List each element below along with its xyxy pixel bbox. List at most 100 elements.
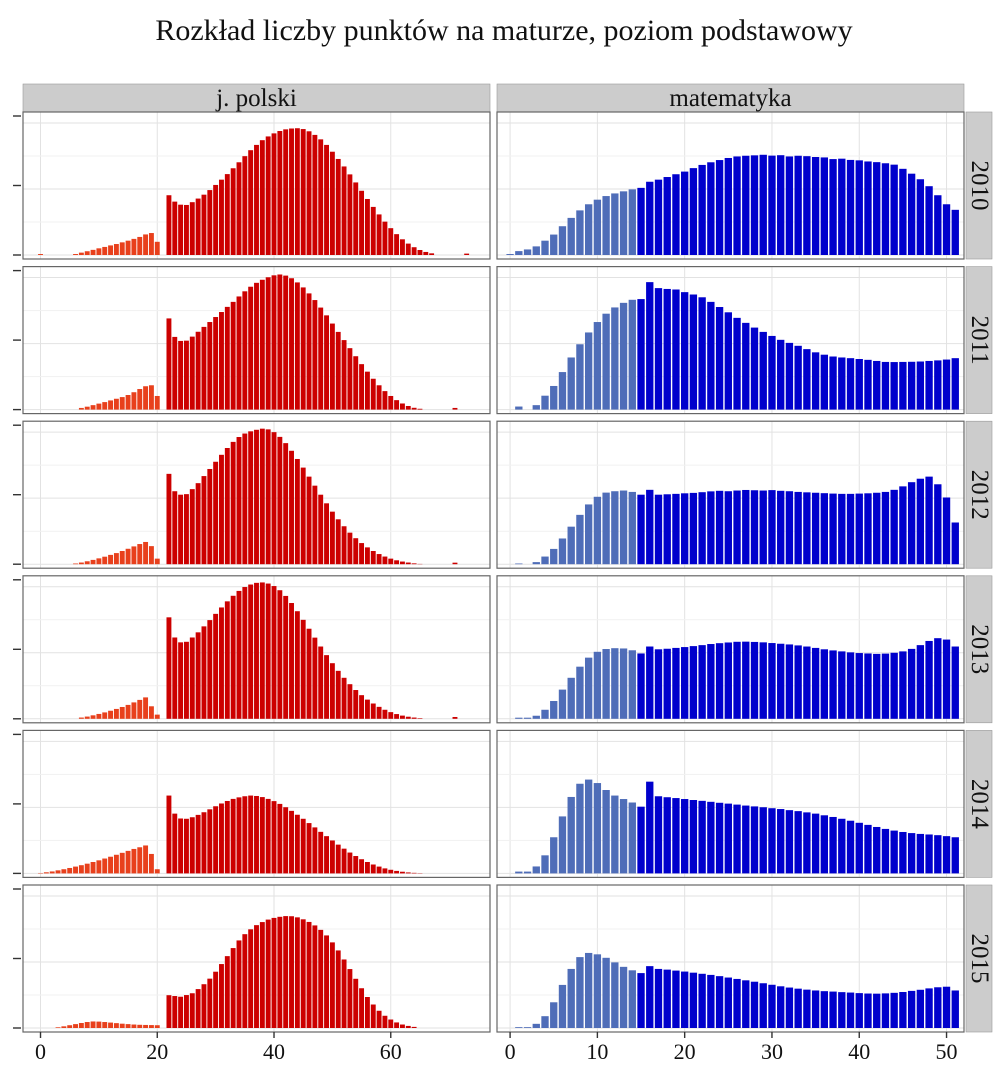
bar-j-polski-2013-44 — [294, 611, 300, 719]
panel-border — [496, 420, 965, 569]
bar-j-polski-2012-43 — [289, 450, 294, 565]
bar-matematyka-2012-33 — [794, 491, 802, 565]
bar-matematyka-2011-17 — [654, 288, 663, 410]
bar-j-polski-2014-23 — [172, 813, 178, 874]
bar-j-polski-2014-48 — [318, 831, 324, 874]
bar-j-polski-2013-10 — [96, 713, 102, 719]
bar-matematyka-2014-26 — [733, 804, 741, 874]
bar-matematyka-2010-46 — [907, 173, 916, 255]
bar-matematyka-2013-23 — [707, 644, 715, 719]
bar-j-polski-2012-71 — [452, 562, 458, 565]
bar-j-polski-2014-30 — [213, 806, 219, 874]
bar-j-polski-2014-7 — [78, 865, 84, 874]
bar-j-polski-2010-62 — [399, 239, 405, 255]
panel-border — [22, 111, 491, 260]
bar-matematyka-2015-12 — [611, 962, 619, 1028]
bar-j-polski-2014-46 — [306, 823, 312, 874]
bar-j-polski-2012-13 — [113, 553, 119, 565]
bar-j-polski-2014-27 — [195, 814, 201, 874]
bar-j-polski-2014-33 — [230, 798, 236, 874]
bar-matematyka-2013-18 — [663, 648, 671, 719]
bar-matematyka-2015-10 — [593, 954, 602, 1028]
bar-matematyka-2014-19 — [672, 798, 680, 874]
bar-j-polski-2011-15 — [125, 395, 131, 410]
bar-matematyka-2010-3 — [532, 246, 540, 255]
bar-matematyka-2015-30 — [768, 984, 776, 1028]
bar-j-polski-2012-17 — [137, 544, 143, 565]
bar-j-polski-2013-56 — [364, 699, 370, 719]
bar-j-polski-2012-48 — [318, 494, 324, 565]
bar-matematyka-2012-7 — [567, 526, 575, 565]
bar-matematyka-2011-15 — [637, 299, 645, 410]
bar-j-polski-2011-42 — [283, 275, 289, 410]
bar-j-polski-2014-36 — [248, 795, 254, 874]
bar-matematyka-2011-4 — [541, 395, 549, 410]
bar-matematyka-2015-36 — [820, 991, 829, 1028]
bar-j-polski-2014-6 — [73, 866, 78, 874]
bar-j-polski-2013-34 — [236, 590, 242, 719]
bar-j-polski-2011-63 — [405, 405, 411, 410]
x-tick-label: 20 — [674, 1039, 696, 1064]
bar-j-polski-2010-29 — [207, 190, 213, 255]
bar-j-polski-2010-32 — [224, 174, 230, 255]
bar-matematyka-2014-11 — [602, 790, 610, 874]
bar-j-polski-2013-13 — [113, 708, 119, 719]
bar-j-polski-2015-44 — [294, 917, 300, 1028]
bar-matematyka-2015-25 — [724, 977, 732, 1028]
bar-matematyka-2015-46 — [907, 990, 916, 1028]
bar-j-polski-2012-7 — [78, 562, 84, 565]
bar-matematyka-2011-12 — [611, 307, 619, 410]
bar-matematyka-2010-50 — [942, 204, 951, 255]
bar-j-polski-2010-14 — [119, 242, 125, 255]
bar-j-polski-2010-11 — [102, 246, 108, 255]
bar-j-polski-2010-35 — [242, 156, 248, 255]
bar-j-polski-2014-51 — [335, 844, 341, 874]
bar-matematyka-2010-47 — [916, 179, 925, 255]
bar-j-polski-2010-53 — [347, 174, 353, 255]
bar-j-polski-2010-44 — [294, 128, 300, 255]
bar-matematyka-2010-14 — [628, 189, 636, 255]
bar-matematyka-2012-18 — [663, 494, 671, 565]
bar-matematyka-2014-34 — [803, 812, 811, 874]
bar-j-polski-2011-57 — [370, 378, 376, 410]
bar-matematyka-2015-34 — [803, 989, 811, 1028]
bar-matematyka-2011-6 — [558, 372, 567, 410]
bar-j-polski-2014-34 — [236, 797, 242, 874]
bar-j-polski-2014-29 — [207, 809, 213, 874]
bar-j-polski-2011-12 — [108, 400, 114, 410]
bar-matematyka-2013-44 — [890, 652, 898, 719]
bar-j-polski-2015-45 — [300, 919, 306, 1028]
bar-matematyka-2013-4 — [541, 709, 549, 719]
bar-j-polski-2010-6 — [73, 254, 78, 255]
bar-j-polski-2012-19 — [148, 546, 154, 565]
bar-matematyka-2011-30 — [768, 335, 776, 410]
bar-j-polski-2011-44 — [294, 282, 300, 410]
bar-matematyka-2010-16 — [646, 181, 654, 255]
bar-matematyka-2014-2 — [523, 871, 532, 874]
bar-j-polski-2011-33 — [230, 301, 236, 410]
bar-j-polski-2014-15 — [125, 850, 131, 874]
bar-j-polski-2012-16 — [131, 546, 137, 565]
bar-j-polski-2012-22 — [166, 473, 172, 565]
chart-title: Rozkład liczby punktów na maturze, pozio… — [155, 14, 853, 47]
bar-matematyka-2010-1 — [515, 251, 523, 255]
bar-matematyka-2013-1 — [515, 717, 523, 719]
bar-matematyka-2013-42 — [873, 653, 881, 719]
bar-matematyka-2013-13 — [619, 648, 628, 719]
bar-j-polski-2011-64 — [411, 407, 417, 410]
bar-j-polski-2010-57 — [370, 206, 376, 255]
bar-j-polski-2014-61 — [394, 870, 400, 874]
bar-matematyka-2015-45 — [899, 991, 907, 1028]
bar-j-polski-2013-64 — [411, 717, 417, 719]
bar-j-polski-2013-17 — [137, 699, 143, 719]
bar-j-polski-2012-63 — [405, 562, 411, 565]
strip-label-year-2012: 2012 — [966, 470, 993, 520]
bar-matematyka-2012-39 — [846, 493, 855, 565]
bar-j-polski-2011-17 — [137, 389, 143, 410]
bar-j-polski-2015-3 — [55, 1027, 61, 1028]
bar-j-polski-2012-44 — [294, 458, 300, 565]
bar-matematyka-2015-8 — [576, 957, 584, 1028]
bar-matematyka-2013-28 — [750, 641, 759, 719]
bar-j-polski-2014-50 — [329, 840, 335, 874]
bar-j-polski-2014-17 — [137, 847, 143, 874]
